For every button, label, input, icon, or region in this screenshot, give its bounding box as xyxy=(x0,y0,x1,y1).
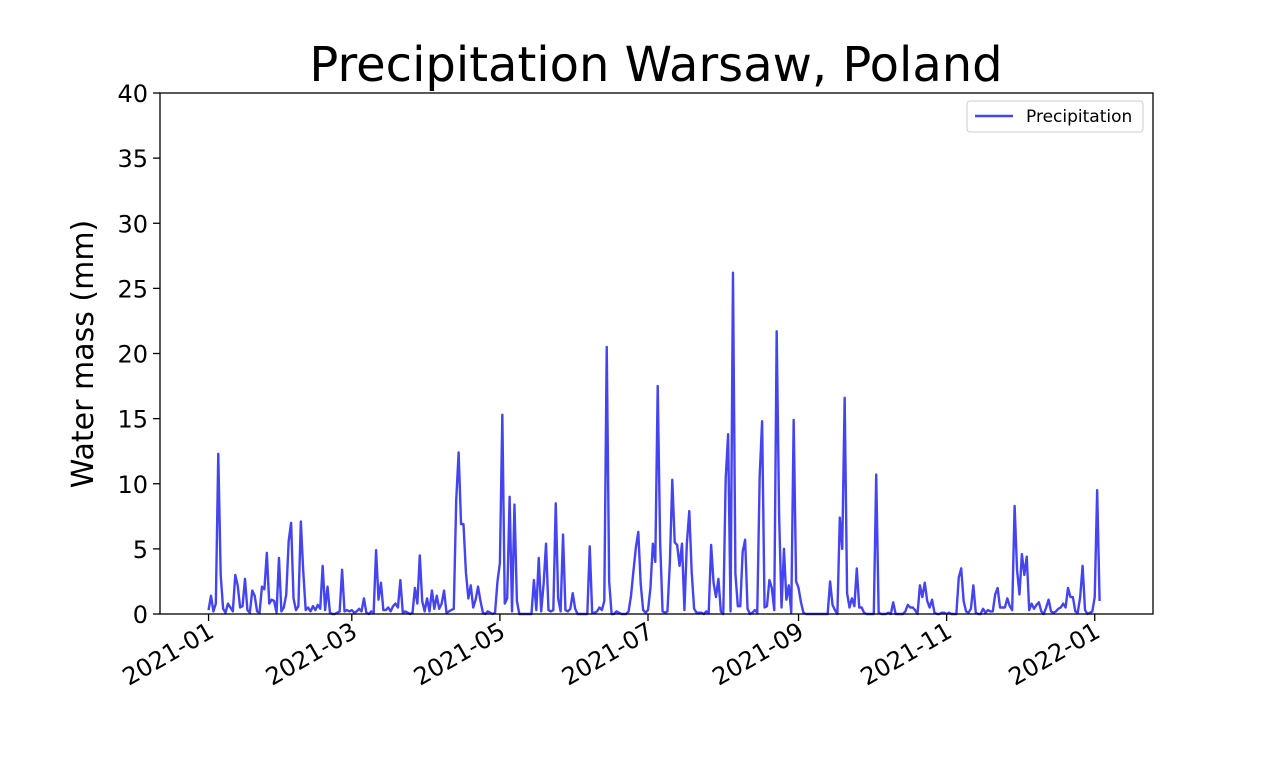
y-axis: 0 5 10 15 20 25 30 35 40 xyxy=(117,80,160,629)
y-tick-label: 20 xyxy=(117,341,148,369)
y-tick-label: 15 xyxy=(117,406,148,434)
y-tick-label: 35 xyxy=(117,145,148,173)
y-tick-label: 25 xyxy=(117,275,148,303)
y-tick-label: 10 xyxy=(117,471,148,499)
plot-frame xyxy=(159,92,1154,615)
legend: Precipitation xyxy=(966,100,1144,133)
chart-title: Precipitation Warsaw, Poland xyxy=(309,37,1002,93)
legend-box xyxy=(966,100,1144,133)
y-tick-label: 40 xyxy=(117,80,148,108)
y-tick-label: 0 xyxy=(133,601,148,629)
legend-label-precipitation: Precipitation xyxy=(1026,107,1132,127)
y-axis-label: Water mass (mm) xyxy=(66,220,101,488)
y-tick-label: 5 xyxy=(133,536,148,564)
y-tick-label: 30 xyxy=(117,210,148,238)
